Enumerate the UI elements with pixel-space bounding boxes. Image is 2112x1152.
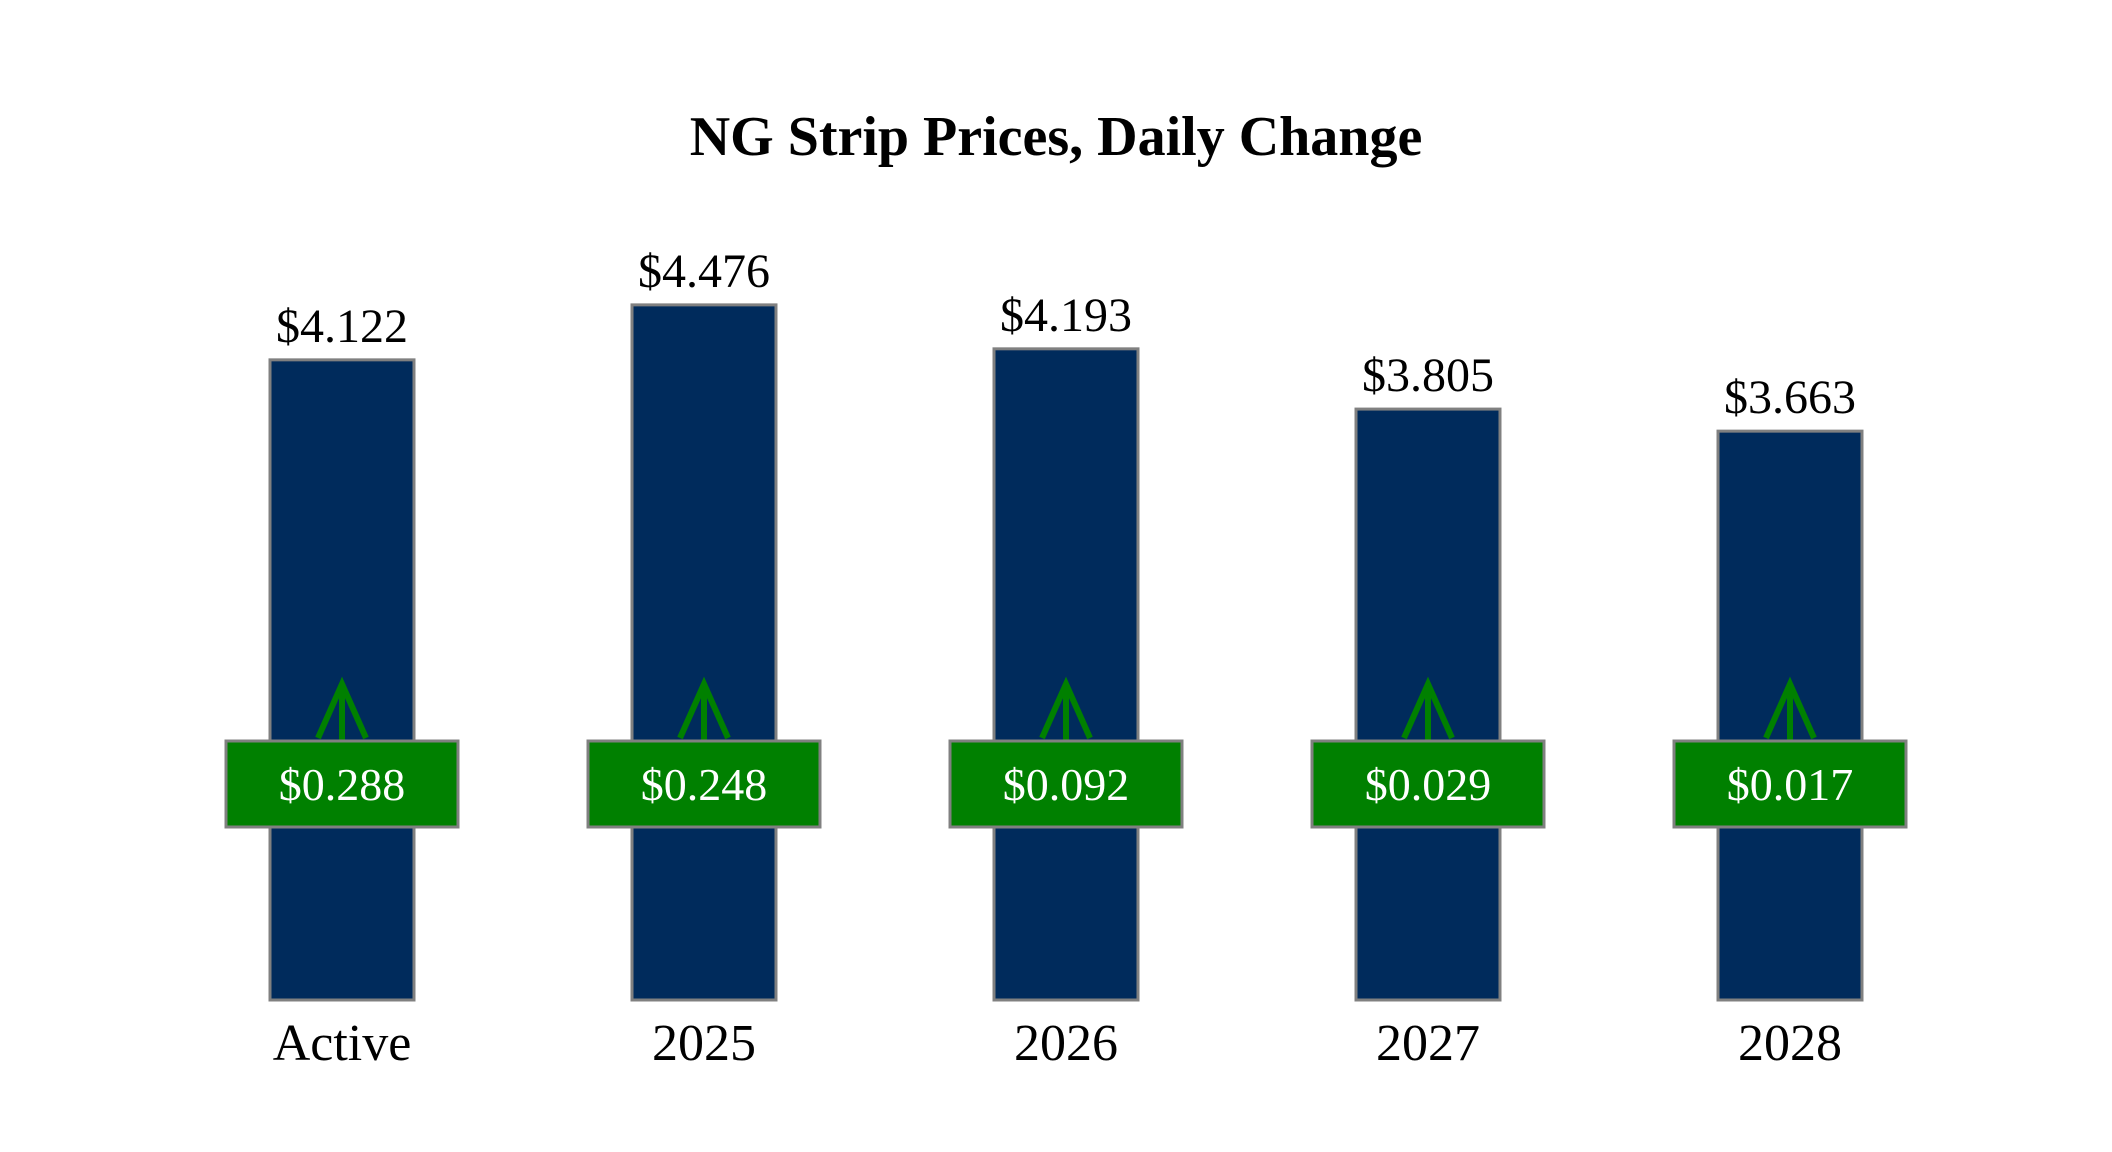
value-label-1: $4.476: [638, 245, 770, 298]
category-label-2: 2026: [1014, 1015, 1118, 1072]
change-box-3: [1310, 739, 1546, 829]
change-box-4: [1672, 739, 1908, 829]
category-label-4: 2028: [1738, 1015, 1842, 1072]
value-label-0: $4.122: [276, 300, 408, 353]
chart-title: NG Strip Prices, Daily Change: [690, 106, 1423, 168]
change-label-4: $0.017: [1727, 759, 1854, 810]
arrow-head: [1763, 676, 1817, 740]
arrow-head: [1401, 676, 1455, 740]
category-label-3: 2027: [1376, 1015, 1480, 1072]
arrow-head: [677, 676, 731, 740]
change-label-1: $0.248: [641, 759, 768, 810]
arrow-head: [315, 676, 369, 740]
change-box-1: [586, 739, 822, 829]
change-arrow-up-icon: [1039, 676, 1093, 741]
category-label-0: Active: [273, 1015, 412, 1072]
category-label-1: 2025: [652, 1015, 756, 1072]
bar-2: [992, 347, 1140, 1002]
bar-1: [630, 303, 778, 1002]
change-box-2: [948, 739, 1184, 829]
change-arrow-up-icon: [1401, 676, 1455, 741]
change-label-0: $0.288: [279, 759, 406, 810]
value-label-3: $3.805: [1362, 349, 1494, 402]
bars-group: $4.122 Active $0.288 $4.476 2025 $0.248 $4.193…: [224, 245, 1908, 1072]
value-label-2: $4.193: [1000, 289, 1132, 342]
change-arrow-up-icon: [1763, 676, 1817, 741]
change-arrow-up-icon: [677, 676, 731, 741]
change-box-0: [224, 739, 460, 829]
change-label-3: $0.029: [1365, 759, 1492, 810]
arrow-head: [1039, 676, 1093, 740]
change-arrow-up-icon: [315, 676, 369, 741]
change-label-2: $0.092: [1003, 759, 1130, 810]
value-label-4: $3.663: [1724, 371, 1856, 424]
